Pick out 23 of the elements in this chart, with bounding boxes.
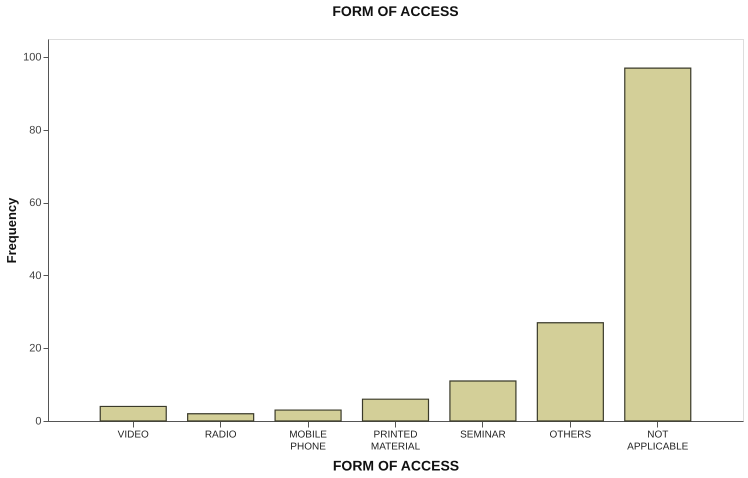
x-tick-label: SEMINAR [460, 430, 506, 440]
y-tick-label: 60 [29, 197, 42, 210]
y-tick-label: 80 [29, 124, 42, 136]
x-tick-label: NOT APPLICABLE [627, 430, 689, 452]
bar [274, 409, 342, 422]
chart-title: FORM OF ACCESS [332, 3, 459, 19]
x-tick-label: RADIO [204, 430, 237, 440]
x-tick-label: PRINTED MATERIAL [370, 430, 421, 452]
bar [362, 398, 430, 422]
bar [536, 322, 604, 422]
x-tick-label: VIDEO [118, 430, 150, 440]
bar [624, 68, 692, 422]
y-axis-title: Frequency [4, 196, 20, 264]
y-tick-label: 100 [23, 52, 42, 64]
x-tick-label: MOBILE PHONE [289, 430, 328, 452]
y-tick-label: 0 [35, 416, 42, 428]
x-tick-label: OTHERS [550, 430, 592, 440]
y-tick-label: 40 [29, 270, 42, 282]
y-tick-label: 20 [29, 342, 42, 355]
x-axis-title: FORM OF ACCESS [332, 458, 460, 474]
bar [100, 406, 167, 422]
bar [187, 413, 254, 422]
bar [449, 380, 517, 422]
